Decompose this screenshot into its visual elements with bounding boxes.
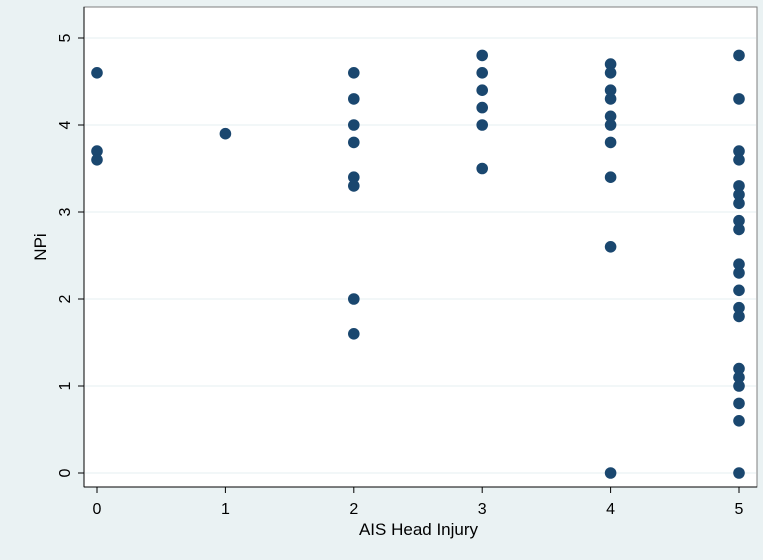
data-point-47 — [733, 467, 745, 479]
data-point-19 — [604, 67, 617, 79]
data-point-16 — [476, 119, 489, 131]
data-point-11 — [348, 328, 360, 340]
data-point-20 — [604, 84, 617, 96]
data-point-26 — [604, 241, 617, 253]
x-tick-label-5: 5 — [735, 501, 744, 518]
data-point-44 — [733, 380, 745, 392]
y-tick-label-1: 1 — [57, 381, 74, 390]
axes: 0 1 2 3 4 5 0 1 2 3 4 5 — [57, 7, 757, 518]
data-point-40 — [733, 301, 745, 314]
data-point-38 — [733, 267, 745, 279]
data-point-5 — [348, 93, 360, 105]
data-point-18 — [604, 58, 617, 70]
x-axis-label: AIS Head Injury — [359, 520, 479, 539]
x-tick-label-4: 4 — [606, 501, 615, 518]
x-tick-label-2: 2 — [349, 501, 358, 518]
x-tick-label-1: 1 — [221, 501, 230, 518]
data-point-2 — [91, 154, 103, 166]
data-point-23 — [604, 119, 617, 131]
data-point-42 — [733, 362, 745, 375]
data-point-36 — [733, 223, 745, 236]
data-point-27 — [604, 467, 617, 479]
data-point-8 — [348, 171, 360, 183]
data-point-1 — [91, 145, 103, 157]
data-point-41 — [733, 310, 745, 323]
data-point-14 — [476, 84, 489, 96]
data-point-33 — [733, 188, 745, 201]
data-point-45 — [733, 397, 745, 410]
data-point-22 — [604, 110, 617, 123]
data-point-46 — [733, 415, 745, 427]
data-point-39 — [733, 284, 745, 297]
data-point-12 — [476, 49, 489, 62]
data-point-30 — [733, 145, 745, 157]
data-point-34 — [733, 197, 745, 210]
y-tick-label-4: 4 — [57, 120, 74, 129]
y-tick-label-0: 0 — [57, 468, 74, 477]
data-point-28 — [733, 49, 745, 62]
x-tick-label-0: 0 — [93, 501, 102, 518]
data-point-21 — [604, 93, 617, 105]
data-point-7 — [348, 136, 360, 149]
plot-area — [83, 6, 758, 488]
data-point-37 — [733, 258, 745, 271]
data-points — [91, 49, 745, 479]
data-point-17 — [476, 162, 489, 175]
data-point-43 — [733, 371, 745, 384]
data-point-29 — [733, 93, 745, 105]
data-point-10 — [348, 293, 360, 305]
data-point-35 — [733, 214, 745, 227]
data-point-6 — [348, 119, 360, 131]
data-point-3 — [219, 127, 232, 140]
data-point-0 — [91, 67, 103, 79]
gridlines — [85, 37, 756, 474]
data-point-13 — [476, 67, 489, 79]
data-point-4 — [348, 67, 360, 79]
data-point-32 — [733, 180, 745, 192]
data-point-25 — [604, 171, 617, 183]
y-axis-label: NPi — [31, 233, 50, 260]
x-tick-label-3: 3 — [478, 501, 487, 518]
y-tick-label-5: 5 — [57, 33, 74, 42]
y-tick-label-2: 2 — [57, 294, 74, 303]
data-point-31 — [733, 154, 745, 166]
y-tick-label-3: 3 — [57, 207, 74, 216]
data-point-9 — [348, 180, 360, 192]
data-point-24 — [604, 136, 617, 149]
data-point-15 — [476, 101, 489, 114]
